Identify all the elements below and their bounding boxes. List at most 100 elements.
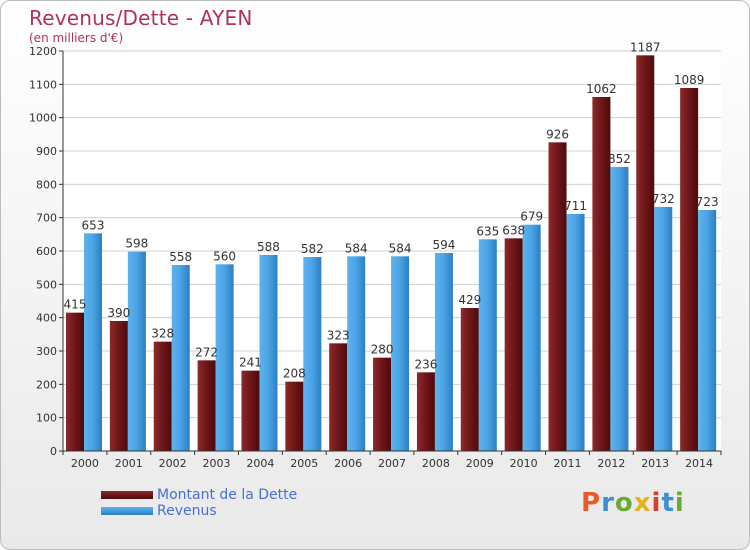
bar-dette-2006: [329, 343, 348, 451]
data-label-dette-2010: 638: [502, 223, 525, 237]
bar-dette-2004: [241, 370, 260, 451]
bar-dette-2012: [592, 97, 611, 451]
data-label-revenus-2008: 594: [432, 238, 455, 252]
bar-revenus-2006: [347, 256, 366, 451]
bar-dette-2007: [373, 357, 392, 451]
bar-dette-2002: [153, 341, 172, 451]
x-tick-label: 2005: [290, 457, 318, 470]
x-tick-label: 2006: [334, 457, 362, 470]
data-label-revenus-2009: 635: [476, 224, 499, 238]
y-tick-label: 100: [36, 412, 57, 425]
bar-dette-2010: [504, 238, 523, 451]
logo-letter: P: [581, 488, 602, 518]
data-label-revenus-2003: 560: [213, 249, 236, 263]
y-tick-label: 800: [36, 178, 57, 191]
data-label-dette-2002: 328: [151, 327, 174, 341]
y-tick-label: 200: [36, 378, 57, 391]
x-tick-label: 2003: [203, 457, 231, 470]
x-tick-label: 2002: [159, 457, 187, 470]
data-label-revenus-2002: 558: [169, 250, 192, 264]
legend-label-revenue: Revenus: [157, 503, 217, 519]
data-label-revenus-2011: 711: [564, 199, 587, 213]
data-label-dette-2014: 1089: [674, 73, 705, 87]
data-label-revenus-2004: 588: [257, 240, 280, 254]
x-tick-label: 2004: [246, 457, 274, 470]
chart-title: Revenus/Dette - AYEN: [29, 6, 253, 30]
data-label-revenus-2012: 852: [608, 152, 631, 166]
x-tick-label: 2010: [510, 457, 538, 470]
bar-revenus-2002: [171, 265, 190, 451]
y-tick-label: 0: [50, 445, 57, 458]
bar-dette-2005: [285, 381, 304, 451]
x-tick-label: 2013: [641, 457, 669, 470]
x-tick-label: 2000: [71, 457, 99, 470]
logo-letter: r: [601, 488, 615, 518]
data-label-revenus-2013: 732: [652, 192, 675, 206]
bar-revenus-2010: [522, 224, 541, 451]
proxiti-logo: Proxiti: [581, 488, 685, 518]
data-label-revenus-2001: 598: [125, 237, 148, 251]
bar-revenus-2008: [434, 253, 453, 451]
data-label-dette-2005: 208: [283, 367, 306, 381]
data-label-dette-2007: 280: [371, 343, 394, 357]
bar-dette-2003: [197, 360, 216, 451]
bar-revenus-2001: [127, 251, 146, 451]
x-tick-label: 2011: [553, 457, 581, 470]
y-tick-label: 700: [36, 212, 57, 225]
bar-revenus-2009: [478, 239, 497, 451]
data-label-revenus-2010: 679: [520, 210, 543, 224]
logo-letter: i: [674, 488, 685, 518]
bar-dette-2013: [636, 55, 655, 451]
legend-swatch-revenue: [101, 507, 153, 515]
x-tick-label: 2012: [597, 457, 625, 470]
legend-label-debt: Montant de la Dette: [157, 487, 298, 503]
x-tick-label: 2009: [466, 457, 494, 470]
y-tick-label: 900: [36, 145, 57, 158]
x-tick-label: 2014: [685, 457, 713, 470]
data-label-dette-2001: 390: [107, 306, 130, 320]
data-label-dette-2006: 323: [327, 328, 350, 342]
logo-letter: x: [633, 488, 652, 518]
data-label-dette-2003: 272: [195, 345, 218, 359]
data-label-dette-2004: 241: [239, 356, 262, 370]
logo-letter: t: [661, 488, 675, 518]
y-tick-label: 1100: [29, 78, 57, 91]
data-label-dette-2013: 1187: [630, 40, 661, 54]
bar-revenus-2000: [84, 233, 102, 451]
data-label-revenus-2005: 582: [301, 242, 324, 256]
bar-revenus-2014: [698, 210, 717, 451]
chart-subtitle: (en milliers d'€): [29, 31, 124, 45]
data-label-dette-2000: 415: [64, 298, 87, 312]
y-tick-label: 500: [36, 278, 57, 291]
y-tick-label: 1200: [29, 45, 57, 58]
y-tick-label: 1000: [29, 112, 57, 125]
data-label-dette-2011: 926: [546, 127, 569, 141]
y-tick-label: 600: [36, 245, 57, 258]
bar-dette-2011: [548, 142, 567, 452]
logo-letter: o: [614, 488, 634, 518]
y-tick-label: 400: [36, 312, 57, 325]
data-label-dette-2008: 236: [414, 357, 437, 371]
bar-revenus-2011: [566, 214, 585, 451]
bar-revenus-2007: [391, 256, 410, 451]
bar-dette-2014: [680, 88, 699, 451]
bar-revenus-2013: [654, 207, 673, 451]
x-tick-label: 2008: [422, 457, 450, 470]
bar-dette-2009: [460, 308, 479, 451]
data-label-revenus-2014: 723: [696, 195, 719, 209]
bar-revenus-2004: [259, 255, 278, 451]
y-tick-label: 300: [36, 345, 57, 358]
legend-swatch-debt: [101, 491, 153, 499]
logo-letter: i: [651, 488, 662, 518]
data-label-revenus-2007: 584: [389, 241, 412, 255]
x-tick-label: 2007: [378, 457, 406, 470]
data-label-dette-2012: 1062: [586, 82, 617, 96]
x-tick-label: 2001: [115, 457, 143, 470]
bar-dette-2008: [416, 372, 435, 451]
data-label-revenus-2000: 653: [82, 218, 105, 232]
bar-revenus-2003: [215, 264, 234, 451]
bar-revenus-2005: [303, 257, 322, 451]
chart-legend: Montant de la Dette Revenus: [101, 487, 297, 519]
bar-dette-2000: [66, 312, 84, 451]
